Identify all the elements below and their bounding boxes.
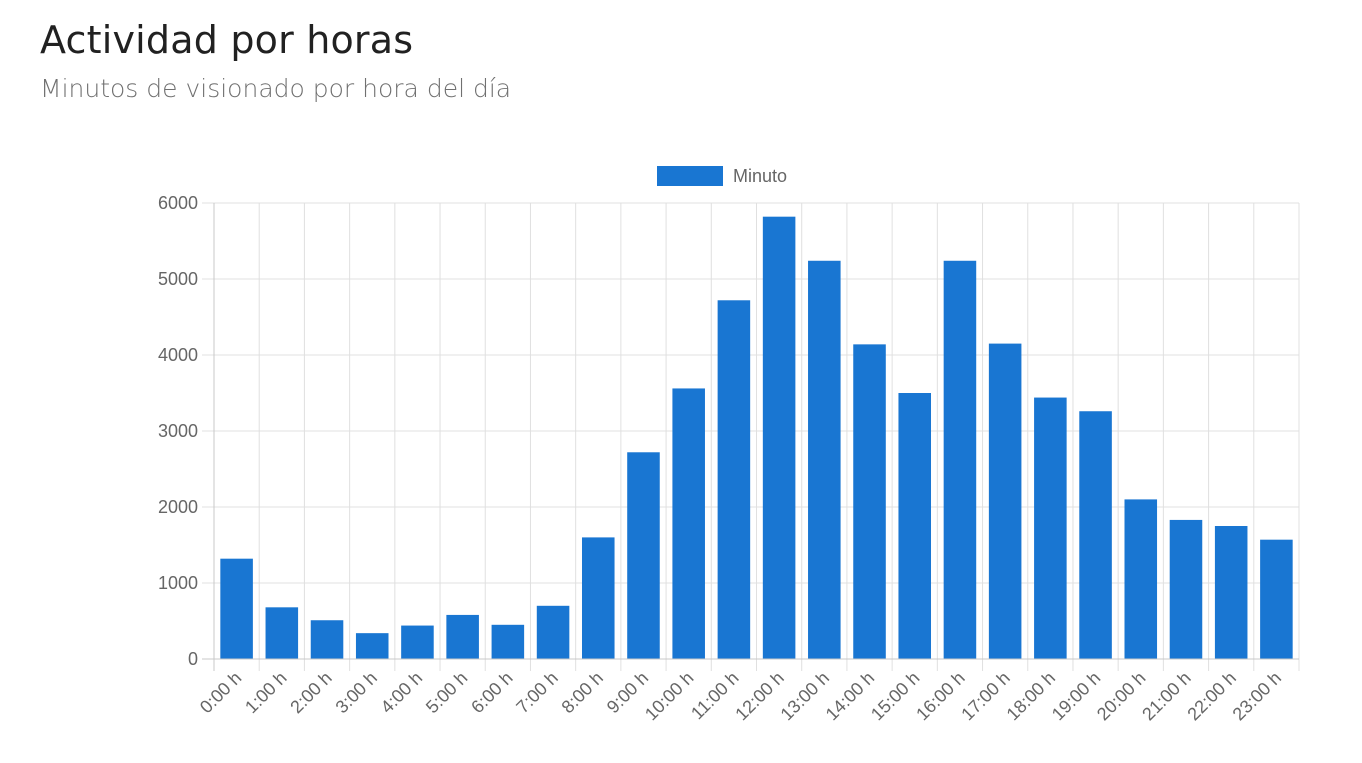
bar[interactable] bbox=[717, 300, 751, 659]
bar[interactable] bbox=[1214, 526, 1248, 659]
bar[interactable] bbox=[898, 393, 932, 659]
y-tick-label: 0 bbox=[188, 649, 198, 669]
bar[interactable] bbox=[1079, 411, 1112, 659]
bar[interactable] bbox=[491, 624, 525, 659]
bar[interactable] bbox=[943, 260, 977, 659]
x-tick-label: 3:00 h bbox=[332, 668, 382, 718]
bar[interactable] bbox=[265, 607, 299, 659]
x-tick-label: 14:00 h bbox=[822, 668, 879, 725]
bar[interactable] bbox=[581, 537, 615, 659]
x-tick-label: 23:00 h bbox=[1229, 668, 1286, 725]
x-tick-label: 10:00 h bbox=[641, 668, 698, 725]
x-tick-label: 16:00 h bbox=[912, 668, 969, 725]
y-tick-label: 6000 bbox=[158, 193, 198, 213]
bars bbox=[220, 216, 1293, 659]
x-tick-label: 7:00 h bbox=[512, 668, 562, 718]
x-tick-label: 8:00 h bbox=[558, 668, 608, 718]
x-tick-label: 21:00 h bbox=[1138, 668, 1195, 725]
y-tick-label: 1000 bbox=[158, 573, 198, 593]
x-tick-label: 20:00 h bbox=[1093, 668, 1150, 725]
x-tick-label: 17:00 h bbox=[957, 668, 1014, 725]
y-tick-label: 5000 bbox=[158, 269, 198, 289]
bar[interactable] bbox=[672, 388, 705, 659]
bar[interactable] bbox=[808, 260, 841, 659]
y-tick-label: 2000 bbox=[158, 497, 198, 517]
bar[interactable] bbox=[1260, 539, 1293, 659]
bar[interactable] bbox=[401, 625, 434, 659]
x-tick-label: 6:00 h bbox=[467, 668, 517, 718]
bar[interactable] bbox=[446, 614, 479, 659]
bar[interactable] bbox=[1124, 499, 1158, 659]
x-tick-label: 13:00 h bbox=[777, 668, 834, 725]
legend-swatch[interactable] bbox=[657, 166, 723, 186]
x-tick-label: 4:00 h bbox=[377, 668, 427, 718]
x-tick-label: 11:00 h bbox=[687, 668, 743, 724]
legend-label[interactable]: Minuto bbox=[733, 166, 787, 186]
x-tick-label: 18:00 h bbox=[1003, 668, 1060, 725]
bar[interactable] bbox=[762, 216, 796, 659]
x-tick-label: 12:00 h bbox=[731, 668, 788, 725]
bar[interactable] bbox=[853, 344, 886, 659]
x-tick-label: 15:00 h bbox=[867, 668, 924, 725]
bar[interactable] bbox=[310, 620, 344, 659]
x-tick-label: 2:00 h bbox=[286, 668, 336, 718]
legend: Minuto bbox=[657, 166, 787, 186]
x-tick-label: 22:00 h bbox=[1183, 668, 1240, 725]
y-tick-label: 4000 bbox=[158, 345, 198, 365]
bar[interactable] bbox=[355, 633, 389, 659]
x-tick-label: 0:00 h bbox=[196, 668, 246, 718]
bar[interactable] bbox=[1169, 519, 1203, 659]
bar[interactable] bbox=[988, 343, 1022, 659]
x-tick-label: 19:00 h bbox=[1048, 668, 1105, 725]
x-tick-label: 5:00 h bbox=[422, 668, 472, 718]
page-title: Actividad por horas bbox=[40, 18, 414, 62]
x-tick-label: 1:00 h bbox=[241, 668, 291, 718]
bar[interactable] bbox=[1034, 397, 1067, 659]
bar[interactable] bbox=[627, 452, 660, 659]
bar[interactable] bbox=[536, 605, 570, 659]
bar[interactable] bbox=[220, 558, 253, 659]
y-tick-label: 3000 bbox=[158, 421, 198, 441]
page-subtitle: Minutos de visionado por hora del día bbox=[40, 74, 512, 103]
